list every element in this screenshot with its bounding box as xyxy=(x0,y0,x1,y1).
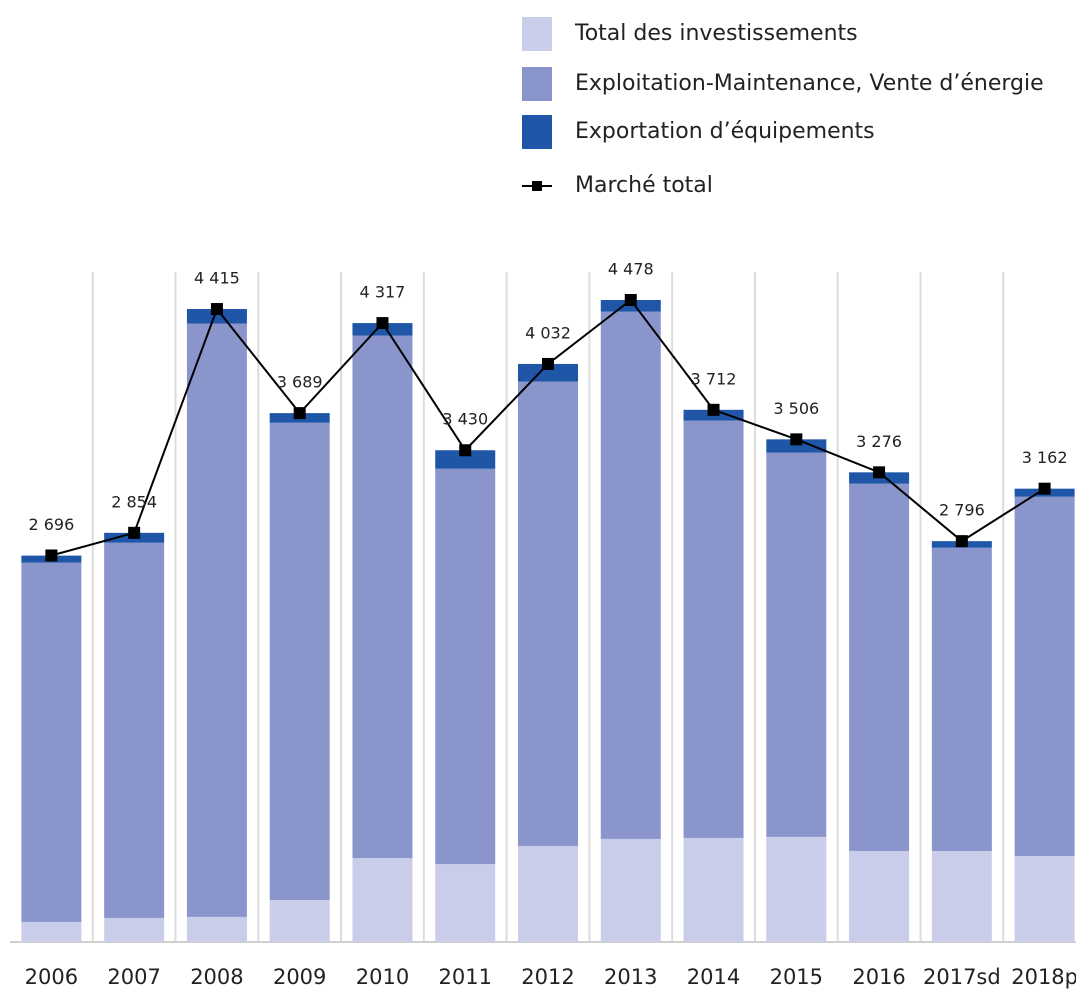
bar-segment xyxy=(21,562,82,922)
data-label: 3 430 xyxy=(442,410,488,429)
x-tick-label: 2007 xyxy=(107,965,160,989)
x-tick-label: 2015 xyxy=(770,965,823,989)
legend-swatch xyxy=(522,115,552,149)
bar-segment xyxy=(186,323,247,917)
legend-label: Marché total xyxy=(575,173,713,198)
data-label: 3 276 xyxy=(856,432,902,451)
x-tick-label: 2014 xyxy=(687,965,740,989)
legend-marker xyxy=(532,181,542,191)
bar-segment xyxy=(435,468,496,865)
bar-segment xyxy=(931,850,992,942)
x-tick-label: 2009 xyxy=(273,965,326,989)
bar-segment xyxy=(21,921,82,942)
x-tick-label: 2008 xyxy=(190,965,243,989)
x-tick-label: 2017sd xyxy=(923,965,1001,989)
bar-segment xyxy=(352,857,413,942)
data-label: 2 854 xyxy=(111,492,157,511)
legend-label: Exportation d’équipements xyxy=(575,119,875,144)
bar-segment xyxy=(766,836,827,942)
marker xyxy=(128,526,141,539)
marker xyxy=(376,317,389,330)
data-label: 4 478 xyxy=(608,260,654,279)
bar-segment xyxy=(766,452,827,837)
bar-segment xyxy=(1014,855,1075,942)
bar-segment xyxy=(849,483,910,851)
data-label: 3 712 xyxy=(691,369,737,388)
legend-swatch xyxy=(522,67,552,101)
bar-segment xyxy=(1014,496,1075,856)
x-tick-label: 2018p xyxy=(1011,965,1076,989)
bar-segment xyxy=(186,916,247,942)
bar-segment xyxy=(104,917,165,942)
bar-segment xyxy=(186,309,247,324)
data-label: 3 689 xyxy=(277,373,323,392)
bar-segment xyxy=(269,899,330,942)
bar-segment xyxy=(518,381,578,846)
marker xyxy=(707,403,720,416)
data-label: 3 162 xyxy=(1022,448,1068,467)
marker xyxy=(210,303,223,316)
data-label: 3 506 xyxy=(773,399,819,418)
legend-swatch xyxy=(522,17,552,51)
marker xyxy=(459,444,472,457)
data-label: 4 032 xyxy=(525,323,571,342)
bar-segment xyxy=(600,838,661,942)
marker xyxy=(790,433,803,446)
data-label: 2 796 xyxy=(939,501,985,520)
legend-label: Total des investissements xyxy=(574,21,858,46)
bar-segment xyxy=(104,542,165,918)
bar-segment xyxy=(766,439,827,453)
x-tick-label: 2006 xyxy=(25,965,78,989)
marker xyxy=(293,407,306,420)
legend-label: Exploitation-Maintenance, Vente d’énergi… xyxy=(575,71,1044,96)
bar-segment xyxy=(269,422,330,900)
bar-segment xyxy=(352,335,413,858)
bar-segment xyxy=(683,420,744,838)
marker xyxy=(624,294,637,306)
data-label: 4 415 xyxy=(194,269,240,288)
data-label: 2 696 xyxy=(28,515,74,534)
x-tick-label: 2016 xyxy=(852,965,905,989)
bar-segment xyxy=(600,311,661,839)
marker xyxy=(873,466,886,479)
bar-segment xyxy=(435,864,496,942)
x-tick-label: 2012 xyxy=(521,965,574,989)
bar-segment xyxy=(435,450,496,469)
bar-segment xyxy=(518,845,578,942)
marker xyxy=(1038,482,1051,495)
x-tick-label: 2010 xyxy=(356,965,409,989)
marker xyxy=(955,535,968,548)
bar-segment xyxy=(849,850,910,942)
bar-segment xyxy=(683,837,744,942)
data-label: 4 317 xyxy=(360,283,406,302)
bar-segment xyxy=(931,547,992,851)
marker xyxy=(45,549,58,562)
marker xyxy=(542,357,554,370)
bar-segment xyxy=(518,363,578,382)
x-tick-label: 2013 xyxy=(604,965,657,989)
bar-segment xyxy=(352,323,413,336)
x-tick-label: 2011 xyxy=(439,965,492,989)
